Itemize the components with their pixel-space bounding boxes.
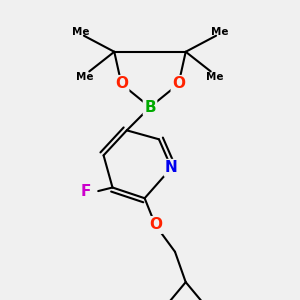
Text: F: F (80, 184, 91, 199)
Text: Me: Me (206, 72, 224, 82)
Text: O: O (172, 76, 185, 92)
Text: B: B (144, 100, 156, 115)
Text: N: N (165, 160, 178, 175)
Text: O: O (115, 76, 128, 92)
Text: O: O (149, 218, 162, 232)
Text: Me: Me (72, 27, 89, 37)
Text: Me: Me (211, 27, 228, 37)
Text: Me: Me (76, 72, 94, 82)
